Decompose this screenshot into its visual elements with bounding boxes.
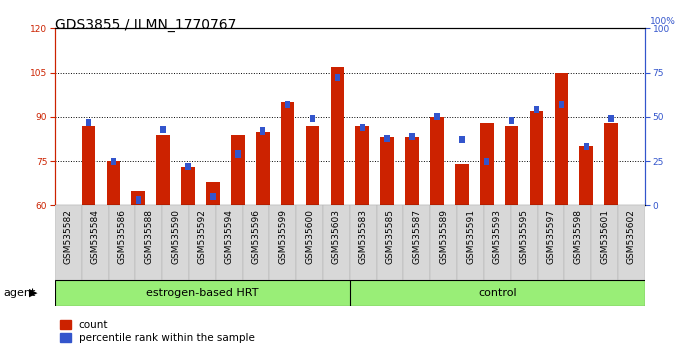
Bar <box>554 73 568 205</box>
Bar <box>285 101 290 108</box>
Text: GSM535584: GSM535584 <box>91 209 99 264</box>
Bar <box>359 124 365 131</box>
Bar <box>135 205 162 280</box>
Bar <box>323 205 350 280</box>
Text: GSM535592: GSM535592 <box>198 209 207 264</box>
Bar <box>530 111 543 205</box>
Bar <box>55 205 82 280</box>
Bar <box>106 161 120 205</box>
Bar <box>260 127 265 135</box>
Bar <box>161 126 166 133</box>
Text: GSM535583: GSM535583 <box>359 209 368 264</box>
Bar <box>565 205 591 280</box>
Bar <box>591 205 618 280</box>
Bar <box>108 205 135 280</box>
Text: GSM535596: GSM535596 <box>252 209 261 264</box>
Bar <box>256 132 270 205</box>
Text: control: control <box>478 288 517 298</box>
Text: GSM535582: GSM535582 <box>64 209 73 264</box>
Bar <box>558 101 564 108</box>
Bar <box>310 115 316 122</box>
Bar <box>270 205 296 280</box>
Bar <box>296 205 323 280</box>
Text: GSM535599: GSM535599 <box>279 209 287 264</box>
Bar <box>306 126 320 205</box>
Bar <box>484 158 490 165</box>
Text: GSM535603: GSM535603 <box>332 209 341 264</box>
Text: ▶: ▶ <box>29 288 38 298</box>
Text: GSM535591: GSM535591 <box>466 209 475 264</box>
Bar <box>210 193 215 200</box>
Bar <box>206 182 220 205</box>
Bar <box>355 126 369 205</box>
Bar <box>331 67 344 205</box>
Bar <box>430 117 444 205</box>
Bar <box>82 126 95 205</box>
Bar <box>380 137 394 205</box>
Bar <box>509 117 514 124</box>
Bar <box>405 137 419 205</box>
Bar <box>350 205 377 280</box>
Bar <box>618 205 645 280</box>
Bar <box>82 205 108 280</box>
Bar <box>410 133 415 140</box>
Text: GSM535590: GSM535590 <box>171 209 180 264</box>
Text: GSM535600: GSM535600 <box>305 209 314 264</box>
Bar <box>403 205 430 280</box>
Text: agent: agent <box>3 288 36 298</box>
Text: GSM535602: GSM535602 <box>627 209 636 264</box>
Text: GSM535595: GSM535595 <box>520 209 529 264</box>
Bar <box>604 123 618 205</box>
Bar <box>480 123 494 205</box>
Bar <box>608 115 614 122</box>
Bar <box>136 196 141 204</box>
Bar <box>457 205 484 280</box>
Text: estrogen-based HRT: estrogen-based HRT <box>146 288 259 298</box>
Bar <box>132 190 145 205</box>
Bar <box>335 74 340 81</box>
Text: 100%: 100% <box>650 17 676 25</box>
Text: GSM535601: GSM535601 <box>600 209 609 264</box>
Text: GSM535594: GSM535594 <box>225 209 234 264</box>
Bar <box>538 205 565 280</box>
Bar <box>505 126 519 205</box>
Bar <box>243 205 270 280</box>
Text: GSM535589: GSM535589 <box>439 209 448 264</box>
Text: GSM535586: GSM535586 <box>117 209 126 264</box>
Text: GSM535597: GSM535597 <box>547 209 556 264</box>
Bar <box>231 135 245 205</box>
Text: GDS3855 / ILMN_1770767: GDS3855 / ILMN_1770767 <box>55 18 236 32</box>
Bar <box>384 135 390 142</box>
Bar <box>189 205 216 280</box>
Bar <box>534 106 539 113</box>
Bar <box>511 205 538 280</box>
Text: GSM535587: GSM535587 <box>412 209 421 264</box>
Bar <box>110 158 116 165</box>
Text: GSM535593: GSM535593 <box>493 209 502 264</box>
Bar <box>584 143 589 150</box>
Bar <box>484 205 511 280</box>
Bar <box>580 146 593 205</box>
Legend: count, percentile rank within the sample: count, percentile rank within the sample <box>60 320 255 343</box>
Bar <box>434 113 440 120</box>
Bar <box>430 205 457 280</box>
Text: GSM535585: GSM535585 <box>386 209 394 264</box>
Text: GSM535598: GSM535598 <box>573 209 582 264</box>
Bar <box>377 205 403 280</box>
Bar <box>185 163 191 170</box>
Bar <box>156 135 170 205</box>
Bar <box>281 102 294 205</box>
Bar <box>181 167 195 205</box>
Bar <box>455 164 469 205</box>
Bar <box>216 205 243 280</box>
Bar <box>86 119 91 126</box>
Bar <box>459 136 464 143</box>
Bar <box>235 150 241 158</box>
Text: GSM535588: GSM535588 <box>144 209 153 264</box>
Bar <box>162 205 189 280</box>
